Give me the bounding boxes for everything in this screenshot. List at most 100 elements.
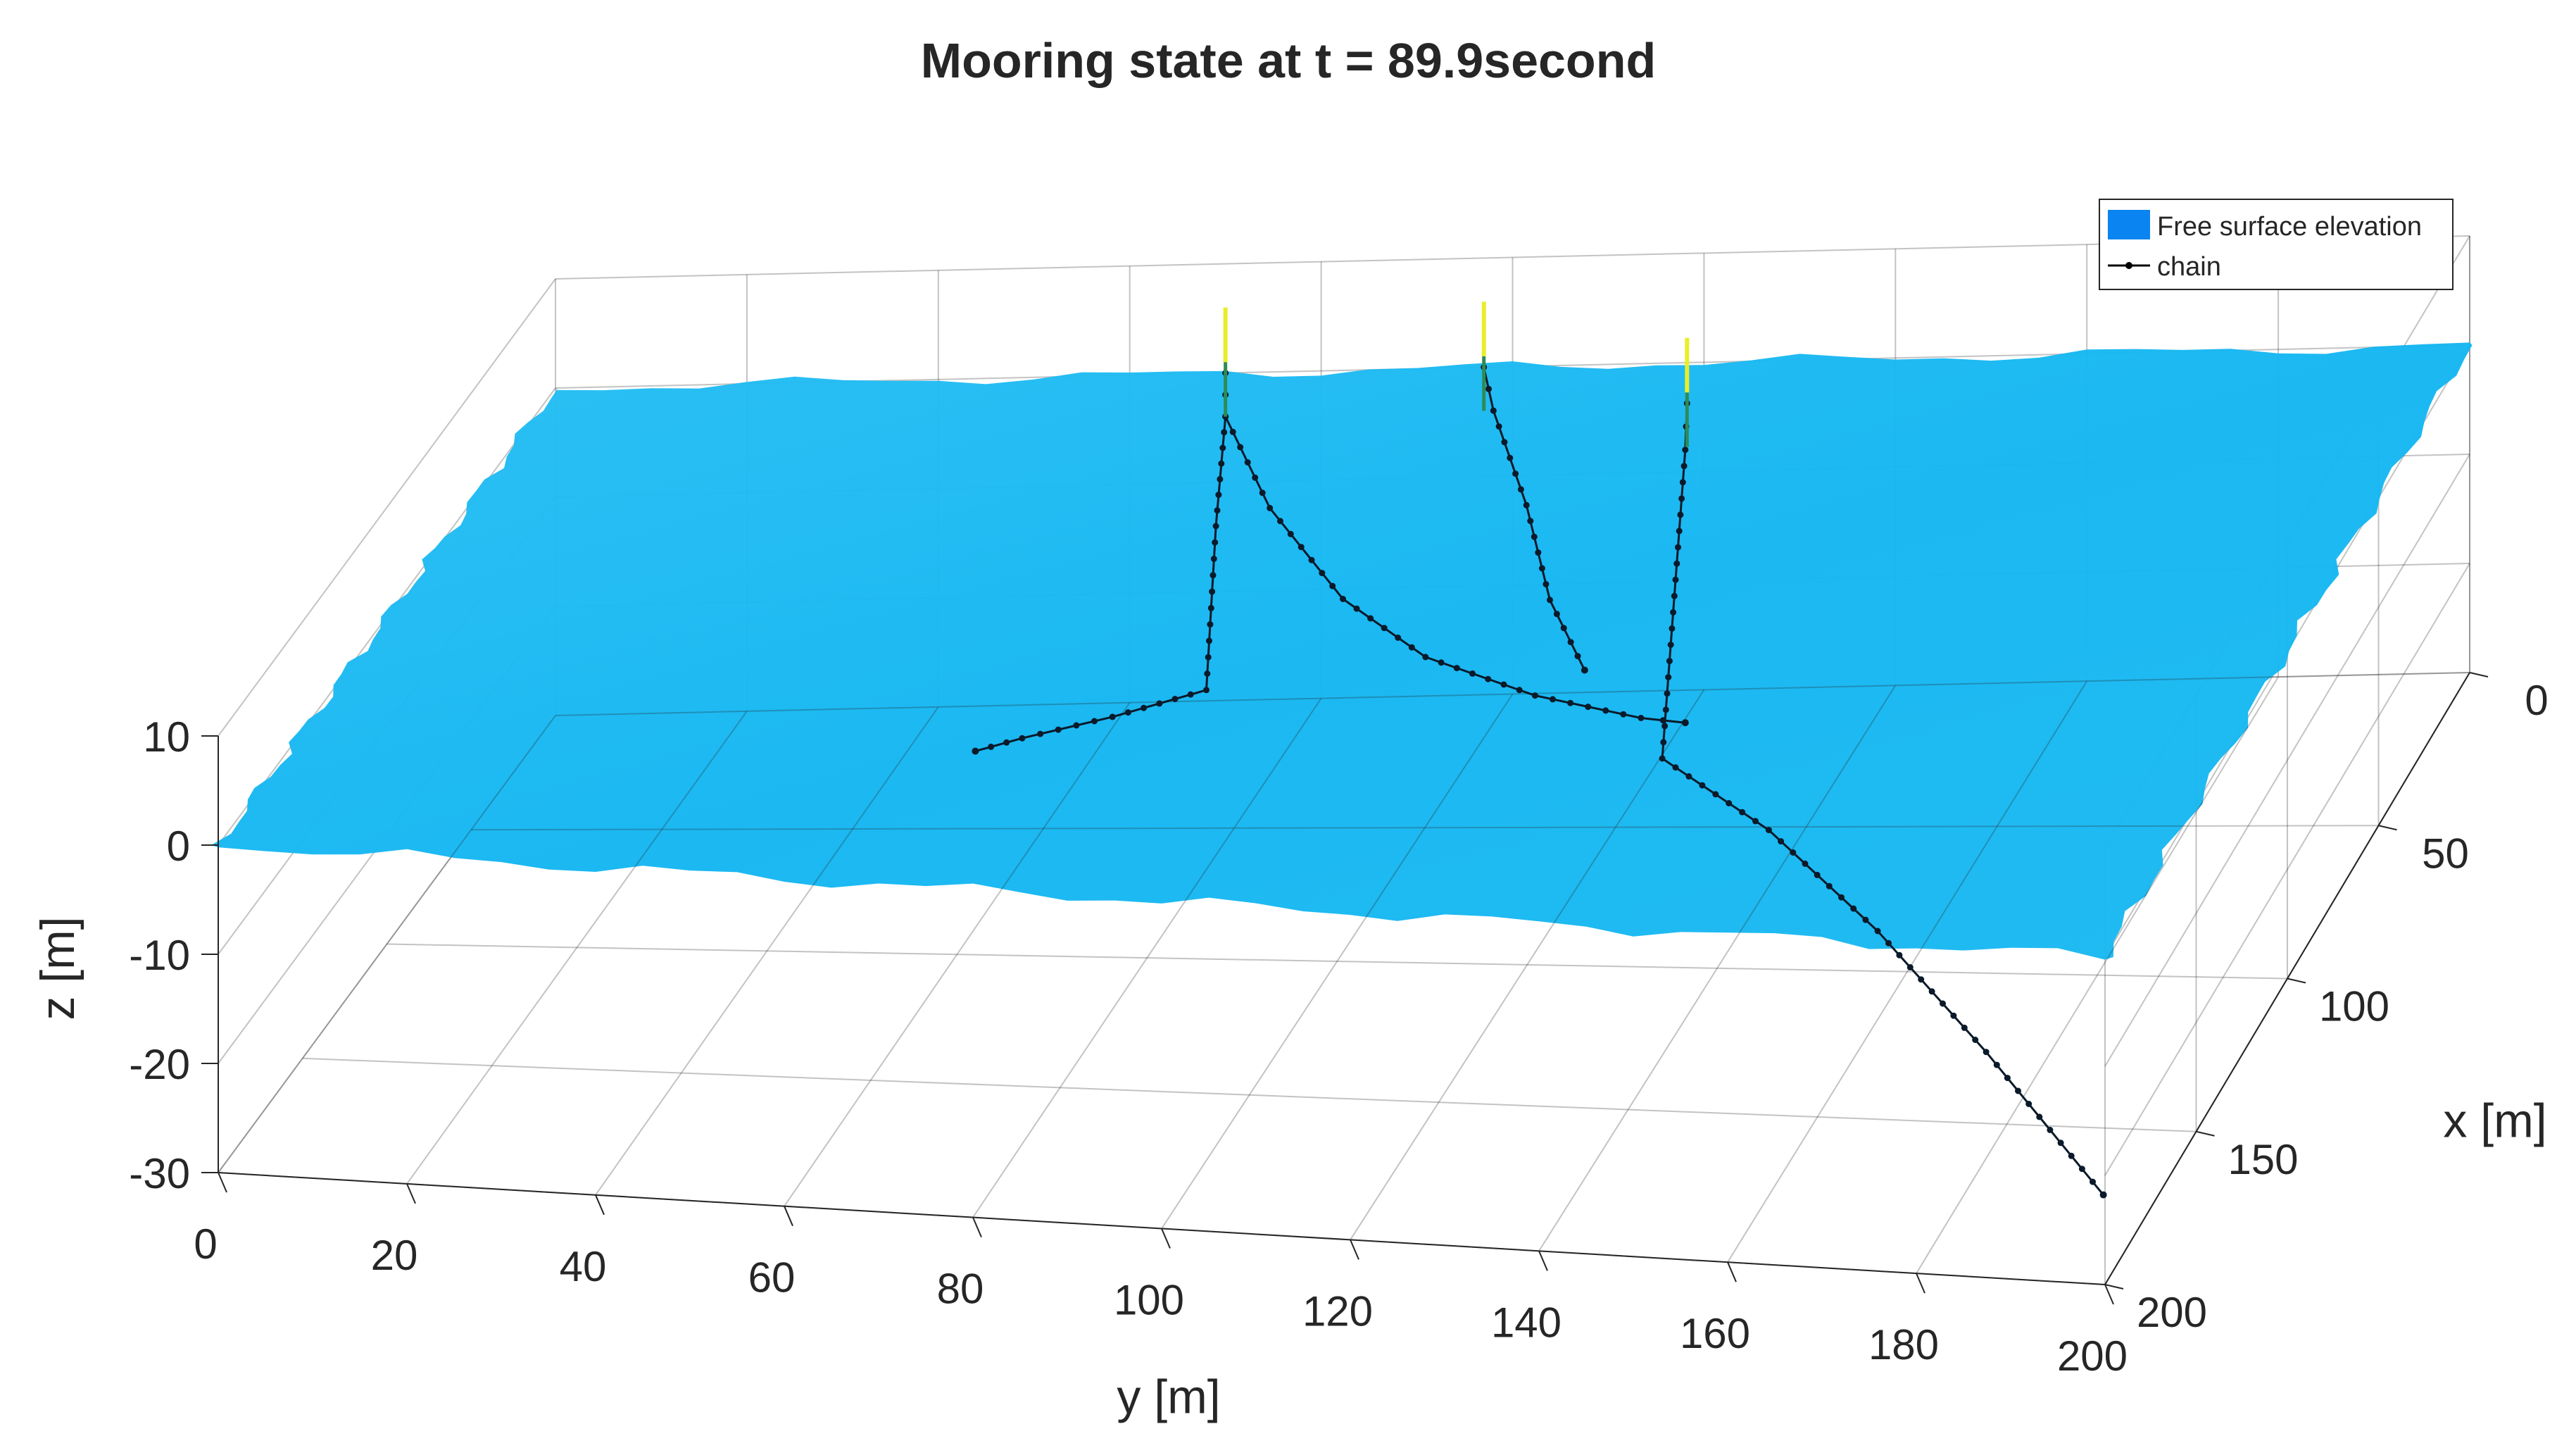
chain-node (1673, 560, 1680, 567)
x-tick-mark (2287, 978, 2306, 984)
chain-node (1485, 385, 1492, 392)
y-tick-mark (1916, 1273, 1925, 1294)
chain-node (1950, 1012, 1957, 1019)
chain-node (1453, 665, 1460, 672)
chain-node (1547, 597, 1553, 604)
chain-node (1838, 894, 1845, 901)
chain-node (1739, 808, 1746, 816)
chain-anchor (972, 747, 979, 755)
chain-node (1585, 704, 1592, 711)
chain-node (1209, 588, 1216, 595)
chain-node (1091, 718, 1098, 725)
chain-node (1490, 407, 1497, 414)
y-tick-mark (1350, 1239, 1359, 1260)
y-axis-label: y [m] (1117, 1370, 1220, 1424)
y-tick-label: 40 (560, 1243, 607, 1290)
y-tick-label: 20 (371, 1232, 418, 1279)
chain-node (1672, 764, 1679, 771)
floor-gridline (387, 943, 2288, 980)
chain-node (1671, 592, 1678, 599)
chain-node (2078, 1166, 2085, 1173)
chain-node (1574, 653, 1581, 660)
floor-gridline (1161, 693, 1514, 1230)
chain-node (1885, 939, 1892, 947)
chain-node (1680, 463, 1688, 470)
chain-node (1726, 800, 1733, 806)
y-tick-label: 140 (1491, 1299, 1562, 1346)
floor-gridline (784, 702, 1131, 1207)
chain-node (1381, 625, 1388, 632)
chain-node (1221, 429, 1228, 436)
chain-node (1124, 709, 1131, 716)
legend-surface-swatch (2108, 210, 2150, 239)
chain-node (1752, 818, 1759, 825)
chain-node (1659, 755, 1666, 762)
chain-node (1538, 565, 1545, 572)
chain-node (1217, 475, 1224, 482)
chain-node (1212, 523, 1219, 530)
chain-node (1665, 674, 1672, 681)
chain-node (1210, 572, 1217, 579)
chain-node (1560, 625, 1567, 632)
chain-node (1287, 530, 1294, 537)
chain-node (1214, 507, 1221, 514)
y-tick-label: 200 (2057, 1332, 2128, 1380)
chain-node (1340, 596, 1346, 602)
chain-node (1141, 704, 1148, 711)
chain-node (1517, 486, 1524, 493)
chain-node (2057, 1139, 2064, 1147)
chain-node (1670, 608, 1677, 616)
x-tick-label: 100 (2319, 983, 2389, 1030)
chain-node (1019, 735, 1026, 742)
chain-node (1210, 556, 1217, 562)
floor-gridline (595, 706, 939, 1196)
chain-node (1229, 428, 1236, 435)
chain-node (2025, 1101, 2032, 1107)
chain-node (1527, 518, 1534, 525)
chain-node (1203, 687, 1210, 694)
y-tick-mark (1161, 1228, 1171, 1249)
chain-node (1319, 570, 1326, 577)
floor-gridline (1538, 685, 1897, 1251)
legend: Free surface elevation chain (2099, 199, 2454, 290)
chain-node (1353, 605, 1360, 612)
y-tick-label: 80 (937, 1266, 984, 1313)
z-tick-label: -30 (129, 1150, 190, 1197)
chain-node (1037, 730, 1044, 737)
chain-node (1073, 722, 1080, 729)
x-tick-label: 0 (2525, 677, 2548, 724)
y-tick-mark (972, 1217, 982, 1237)
chain-node (1205, 654, 1212, 661)
chain-node (2004, 1075, 2011, 1082)
z-tick-label: 10 (143, 713, 190, 761)
y-tick-mark (406, 1183, 416, 1204)
y-tick-mark (1538, 1250, 1548, 1271)
chain-node (1672, 576, 1679, 583)
legend-chain-marker (2125, 262, 2132, 269)
chain-lines (972, 301, 2107, 1199)
chain-node (1567, 639, 1574, 646)
y-tick-mark (595, 1194, 605, 1216)
chain-node (1874, 928, 1881, 935)
chain-node (1677, 511, 1684, 518)
chain-node (1187, 691, 1194, 698)
floor-gridline (972, 698, 1322, 1218)
x-tick-mark (2378, 825, 2397, 831)
chain-node (1778, 838, 1785, 845)
floor-gridline (555, 672, 2470, 716)
chain-node (1666, 658, 1673, 665)
chain-node (1438, 659, 1445, 666)
chain-node (2047, 1126, 2054, 1133)
chain-node (1553, 611, 1560, 618)
chain-node (1512, 470, 1519, 477)
legend-surface-label: Free surface elevation (2157, 212, 2422, 242)
side-wall-gridline (2104, 454, 2470, 1067)
chain-node (1826, 882, 1833, 889)
chain-node (1983, 1049, 1990, 1056)
x-tick-mark (2469, 672, 2489, 677)
chain-node (1495, 423, 1502, 430)
chain-node (1219, 444, 1226, 451)
chain-node (1620, 711, 1627, 718)
chain-node (1252, 474, 1259, 481)
chain-node (1501, 439, 1508, 446)
